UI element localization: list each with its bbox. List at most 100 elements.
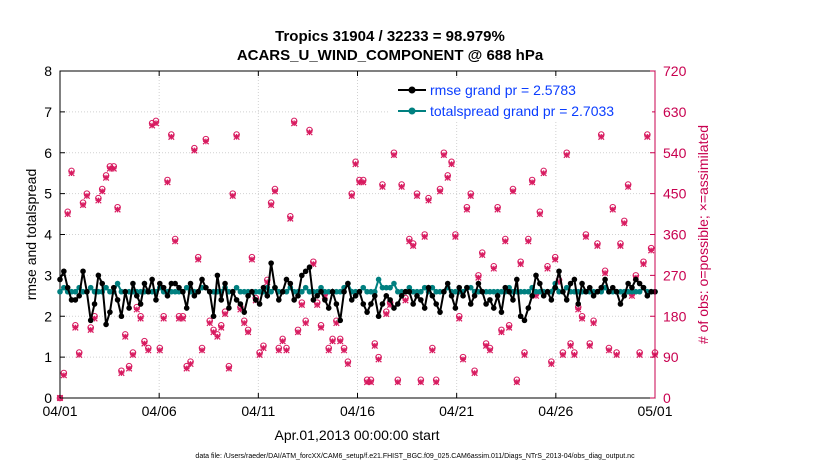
rmse-point bbox=[579, 280, 585, 287]
rmse-point bbox=[180, 288, 186, 295]
y-right-tick-label: 270 bbox=[663, 267, 687, 283]
totalspread-point bbox=[383, 284, 390, 291]
x-tick-label: 04/06 bbox=[142, 403, 177, 419]
obs-assimilated-marker bbox=[498, 328, 505, 336]
rmse-point bbox=[91, 301, 98, 307]
rmse-point bbox=[314, 293, 320, 299]
rmse-point bbox=[444, 280, 451, 287]
rmse-point bbox=[375, 313, 382, 320]
obs-assimilated-marker bbox=[191, 147, 198, 154]
rmse-point bbox=[348, 297, 355, 303]
chart-title-line2: ACARS_U_WIND_COMPONENT @ 688 hPa bbox=[237, 47, 544, 64]
obs-assimilated-marker bbox=[624, 183, 632, 191]
obs-assimilated-marker bbox=[175, 315, 183, 322]
totalspread-point bbox=[437, 288, 443, 295]
rmse-point bbox=[544, 288, 551, 295]
obs-assimilated-marker bbox=[386, 301, 394, 309]
obs-assimilated-marker bbox=[237, 306, 244, 313]
obs-assimilated-marker bbox=[194, 256, 202, 263]
rmse-point bbox=[521, 317, 528, 324]
rmse-point bbox=[387, 297, 393, 303]
rmse-point bbox=[479, 288, 486, 295]
rmse-point bbox=[575, 301, 582, 307]
rmse-point bbox=[437, 309, 443, 315]
rmse-point bbox=[448, 293, 455, 299]
series-lines bbox=[57, 260, 658, 328]
rmse-point bbox=[191, 293, 198, 299]
rmse-point bbox=[245, 293, 251, 299]
obs-assimilated-marker bbox=[640, 260, 647, 268]
rmse-point bbox=[237, 301, 244, 307]
obs-assimilated-marker bbox=[406, 238, 413, 245]
obs-assimilated-marker bbox=[248, 256, 256, 263]
rmse-point bbox=[467, 301, 474, 307]
obs-assimilated-marker bbox=[60, 372, 68, 379]
legend-box bbox=[390, 79, 652, 121]
rmse-point bbox=[552, 284, 558, 291]
obs-assimilated-marker bbox=[267, 201, 275, 209]
rmse-point bbox=[406, 288, 413, 295]
rmse-point bbox=[302, 268, 309, 275]
obs-assimilated-marker bbox=[164, 179, 171, 186]
obs-assimilated-marker bbox=[129, 351, 137, 359]
rmse-point bbox=[145, 288, 152, 295]
rmse-point bbox=[226, 305, 232, 311]
obs-assimilated-marker bbox=[290, 120, 298, 127]
rmse-point bbox=[402, 288, 409, 295]
obs-assimilated-marker bbox=[313, 301, 321, 309]
rmse-point bbox=[537, 280, 543, 287]
totalspread-point bbox=[302, 284, 309, 291]
rmse-point bbox=[256, 301, 263, 307]
obs-assimilated-marker bbox=[241, 319, 248, 327]
totalspread-point bbox=[371, 288, 378, 295]
y-right-tick-label: 180 bbox=[663, 308, 687, 324]
y-tick-label: 5 bbox=[44, 186, 52, 202]
obs-assimilated-marker bbox=[540, 169, 547, 177]
obs-assimilated-marker bbox=[621, 219, 628, 227]
obs-assimilated-marker bbox=[352, 160, 359, 168]
obs-count-markers bbox=[56, 117, 659, 402]
rmse-point bbox=[594, 288, 601, 295]
rmse-point bbox=[61, 268, 67, 275]
obs-assimilated-marker bbox=[91, 315, 98, 322]
rmse-point bbox=[160, 284, 167, 291]
rmse-point bbox=[560, 288, 566, 295]
rmse-point bbox=[514, 276, 520, 283]
rmse-point bbox=[187, 280, 194, 287]
obs-assimilated-marker bbox=[340, 347, 348, 354]
rmse-point bbox=[233, 297, 240, 303]
obs-assimilated-marker bbox=[575, 306, 582, 313]
rmse-point bbox=[471, 293, 478, 299]
rmse-point bbox=[279, 288, 286, 295]
obs-assimilated-marker bbox=[171, 238, 179, 245]
rmse-point bbox=[606, 288, 612, 295]
rmse-point bbox=[168, 280, 175, 287]
x-tick-label: 04/26 bbox=[538, 403, 573, 419]
obs-assimilated-marker bbox=[256, 351, 263, 359]
totalspread-point bbox=[237, 288, 244, 295]
obs-assimilated-marker bbox=[532, 292, 540, 300]
rmse-point bbox=[72, 297, 79, 303]
obs-assimilated-marker bbox=[118, 369, 125, 377]
totalspread-point bbox=[521, 288, 528, 295]
rmse-point bbox=[418, 297, 424, 303]
rmse-point bbox=[483, 301, 489, 307]
obs-assimilated-marker bbox=[110, 165, 117, 172]
totalspread-point bbox=[467, 284, 474, 291]
obs-assimilated-marker bbox=[337, 338, 344, 345]
obs-assimilated-marker bbox=[68, 169, 75, 177]
y-tick-label: 8 bbox=[44, 63, 52, 79]
legend-totalspread-marker bbox=[408, 107, 416, 115]
y-right-tick-label: 90 bbox=[663, 349, 679, 365]
totalspread-point bbox=[410, 288, 416, 295]
rmse-point bbox=[414, 293, 420, 299]
rmse-point bbox=[199, 276, 205, 283]
obs-assimilated-marker bbox=[590, 319, 597, 327]
obs-assimilated-marker bbox=[202, 138, 210, 145]
obs-assimilated-marker bbox=[609, 206, 616, 213]
rmse-point bbox=[272, 284, 278, 291]
legend-totalspread-label: totalspread grand pr = 2.7033 bbox=[430, 103, 614, 119]
rmse-point bbox=[229, 288, 236, 295]
obs-assimilated-marker bbox=[325, 347, 332, 354]
rmse-point bbox=[441, 288, 447, 295]
